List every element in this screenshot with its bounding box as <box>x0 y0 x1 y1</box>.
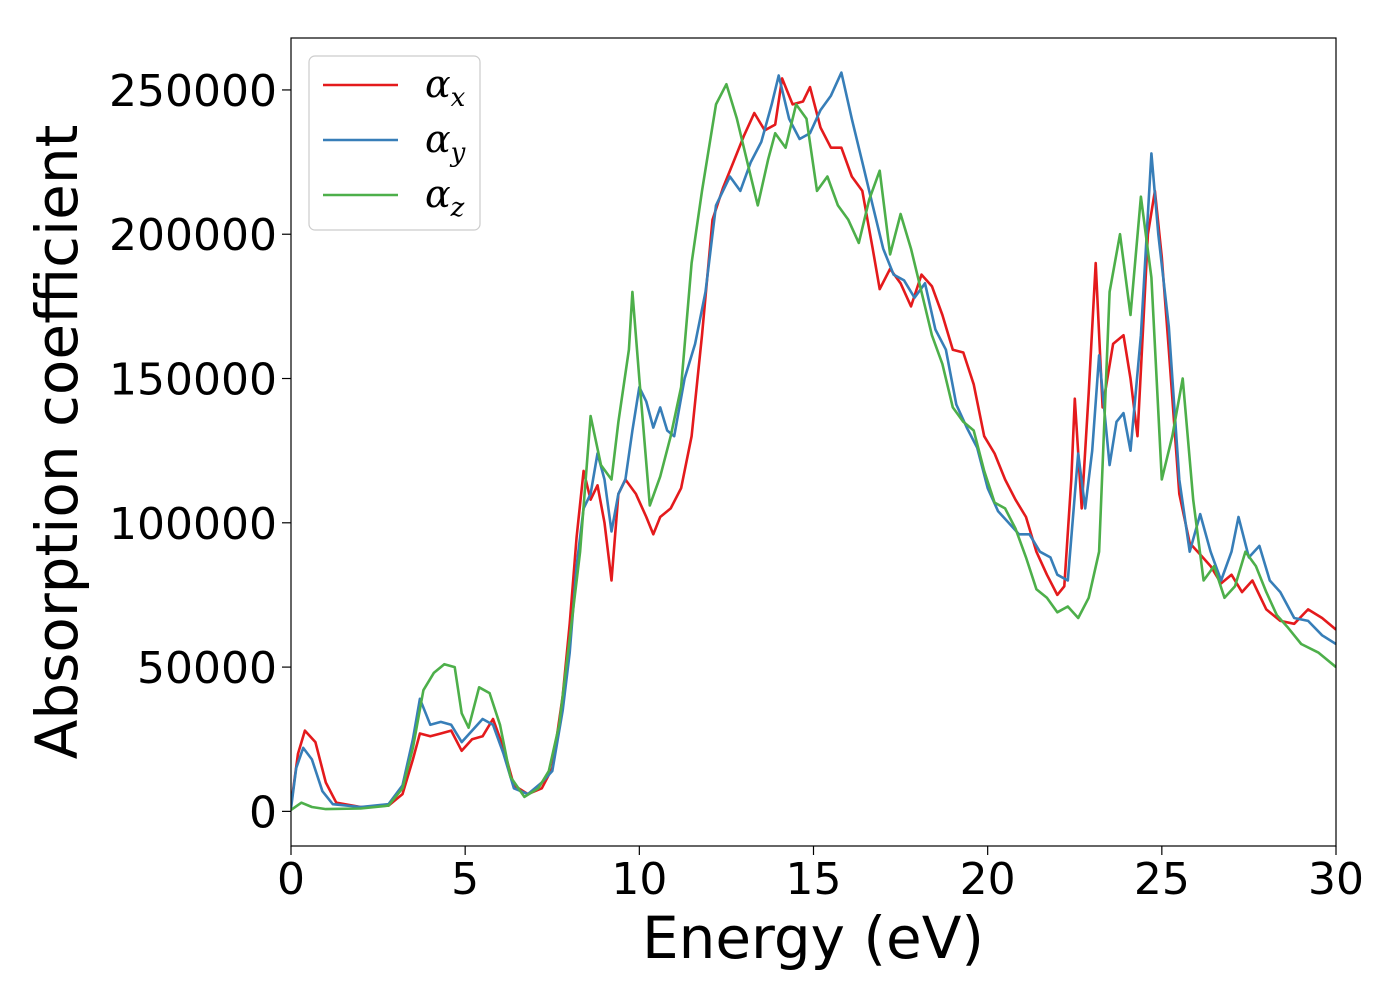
legend-box <box>308 55 481 231</box>
legend-label-y: αy <box>425 117 466 168</box>
y-tick-label: 100000 <box>109 499 277 550</box>
plot-frame <box>290 37 1337 847</box>
x-tick-label: 5 <box>451 854 479 905</box>
y-ticks: 0 50000 100000 150000 200000 250000 <box>109 66 291 838</box>
x-axis-label: Energy (eV) <box>642 904 984 972</box>
x-tick-label: 30 <box>1308 854 1364 905</box>
series-line-z <box>291 82 1336 811</box>
y-axis-label: Absorption coefficient <box>23 125 91 760</box>
y-tick-label: 150000 <box>109 355 277 406</box>
legend-label-x: αx <box>425 62 466 113</box>
x-tick-label: 10 <box>611 854 667 905</box>
x-ticks: 0 5 10 15 20 25 30 <box>277 846 1364 905</box>
x-tick-label: 15 <box>786 854 842 905</box>
y-tick-label: 250000 <box>109 66 277 117</box>
y-tick-label: 200000 <box>109 210 277 261</box>
series-lines <box>291 71 1336 811</box>
x-tick-label: 20 <box>960 854 1016 905</box>
x-tick-label: 25 <box>1134 854 1190 905</box>
y-tick-label: 0 <box>249 787 277 838</box>
legend-label-z: αz <box>425 172 465 223</box>
y-tick-label: 50000 <box>137 643 277 694</box>
series-line-x <box>291 77 1336 809</box>
series-line-y <box>291 71 1336 809</box>
x-tick-label: 0 <box>277 854 305 905</box>
